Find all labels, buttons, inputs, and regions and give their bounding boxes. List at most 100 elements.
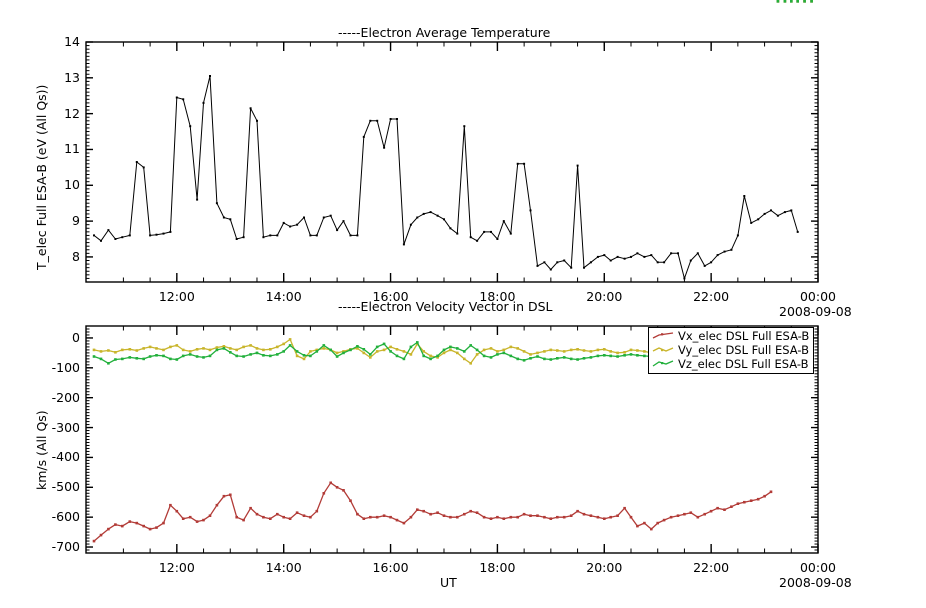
series-marker [302,357,306,361]
series-marker [288,338,292,341]
ytick-label: -200 [51,389,80,405]
series-marker [114,238,117,240]
series-marker [409,223,412,226]
series-marker [490,230,492,233]
xtick-label: 00:00 [799,560,837,575]
series-marker [309,234,312,237]
series-marker [409,515,413,519]
series-marker [182,98,185,101]
series-marker [289,225,292,228]
series-marker [569,357,573,361]
series-marker [623,257,626,260]
series-marker [322,344,326,347]
series-marker [456,232,459,235]
ytick-label: 12 [64,105,80,121]
series-marker [576,509,579,513]
series-marker [215,348,219,352]
series-marker [149,234,152,237]
legend-line-vy [652,347,674,352]
series-marker [416,341,419,344]
series-marker [689,259,692,262]
xtick-label: 22:00 [693,289,730,304]
series-marker [449,515,452,519]
series-marker [215,202,218,205]
series-marker [335,351,339,355]
series-marker [449,345,452,349]
series-marker [582,357,586,360]
series-marker [155,354,158,357]
series-marker [93,234,95,237]
series-marker [169,345,172,349]
series-marker [656,521,659,525]
series-marker [322,492,326,495]
series-marker [107,229,110,232]
ytick-label: 14 [64,34,80,49]
top-plot-area [85,0,819,283]
series-marker [636,252,639,255]
series-marker [175,358,179,361]
series-marker [155,526,158,529]
series-marker [255,351,259,355]
series-marker [242,518,245,522]
series-marker [716,506,719,510]
series-marker [249,107,252,110]
legend-line-vz [652,360,674,367]
series-marker [202,356,205,359]
series-marker [422,354,425,358]
series-marker [349,234,352,237]
series-marker [616,514,619,517]
series-marker [315,350,319,353]
series-marker [582,512,586,516]
series-marker [282,515,285,519]
series-marker [222,347,226,350]
series-marker [107,527,110,531]
series-marker [262,348,265,352]
series-marker [509,232,512,235]
series-marker [629,353,633,356]
series-marker [509,345,513,349]
series-marker [456,515,459,519]
series-marker [730,248,733,251]
series-marker [562,350,566,353]
series-marker [235,238,238,240]
series-marker [623,354,626,357]
xtick-label: 14:00 [265,289,302,304]
series-marker [603,348,606,351]
ytick-label: -500 [51,479,80,495]
series-marker [402,350,406,353]
series-marker [436,511,439,514]
series-marker [475,353,479,356]
xtick-label: 00:00 [799,289,837,304]
series-marker [188,350,192,353]
series-marker [375,350,379,353]
series-marker [92,539,96,543]
series-marker [99,350,103,353]
series-marker [556,515,559,519]
series-marker [549,358,553,361]
series-marker [262,236,265,239]
series-marker [235,348,238,352]
series-marker [790,209,793,212]
series-marker [169,503,172,507]
series-marker [242,236,245,239]
series-marker [603,254,606,257]
series-marker [309,350,312,353]
ytick-label: -700 [51,539,80,555]
series-marker [262,354,265,357]
series-marker [536,514,539,517]
series-marker [683,277,686,280]
series-marker [169,230,172,233]
xtick-label: 20:00 [586,289,623,304]
series-marker [556,357,559,360]
legend-item-vy: Vy_elec DSL Full ESA-B [652,343,809,357]
series-marker [483,230,486,233]
series-marker [563,259,566,262]
series-marker [496,353,499,356]
series-marker [356,347,359,350]
series-marker [107,349,110,352]
series-marker [502,348,506,352]
series-marker [529,357,532,360]
legend-item-vz: Vz_elec DSL Full ESA-B [652,357,809,371]
series-marker [92,348,96,352]
series-marker [148,355,152,358]
